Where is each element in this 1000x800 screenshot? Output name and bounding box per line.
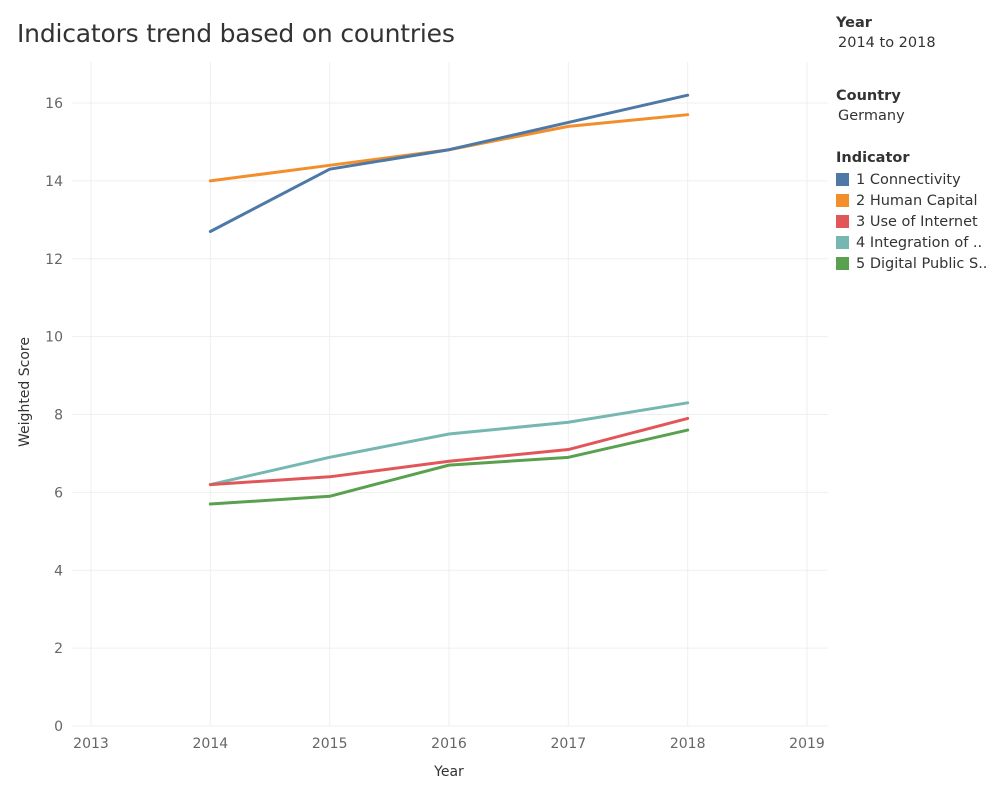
legend-item[interactable]: 4 Integration of .. xyxy=(836,232,987,253)
country-filter-title: Country xyxy=(836,88,901,104)
y-tick-label: 2 xyxy=(54,641,63,657)
y-tick-label: 10 xyxy=(45,330,63,346)
series-line[interactable] xyxy=(208,428,690,506)
legend-label: 1 Connectivity xyxy=(856,171,961,188)
legend-swatch xyxy=(836,173,849,186)
legend-item[interactable]: 5 Digital Public S.. xyxy=(836,253,987,274)
legend-label: 4 Integration of .. xyxy=(856,234,983,251)
x-tick-label: 2019 xyxy=(789,736,825,752)
y-tick-label: 6 xyxy=(54,485,63,501)
year-filter-value[interactable]: 2014 to 2018 xyxy=(838,35,936,51)
country-filter[interactable]: Country Germany xyxy=(836,88,905,124)
chart-title: Indicators trend based on countries xyxy=(17,19,455,48)
y-tick-label: 0 xyxy=(54,719,63,735)
legend-title: Indicator xyxy=(836,150,910,166)
x-tick-label: 2016 xyxy=(431,736,467,752)
series-line[interactable] xyxy=(208,93,690,233)
indicator-legend: Indicator 1 Connectivity 2 Human Capital 3… xyxy=(836,150,987,274)
y-tick-label: 14 xyxy=(45,174,63,190)
series-line[interactable] xyxy=(208,416,690,487)
y-axis-title: Weighted Score xyxy=(17,337,33,447)
x-tick-label: 2017 xyxy=(551,736,587,752)
legend-swatch xyxy=(836,257,849,270)
x-tick-label: 2018 xyxy=(670,736,706,752)
legend-item[interactable]: 1 Connectivity xyxy=(836,169,987,190)
legend-label: 3 Use of Internet xyxy=(856,213,978,230)
x-axis-title: Year xyxy=(433,764,464,780)
y-tick-label: 8 xyxy=(54,408,63,424)
series-line[interactable] xyxy=(208,401,690,487)
legend-swatch xyxy=(836,215,849,228)
legend-item[interactable]: 2 Human Capital xyxy=(836,190,987,211)
legend-item[interactable]: 3 Use of Internet xyxy=(836,211,987,232)
year-filter[interactable]: Year 2014 to 2018 xyxy=(836,15,936,51)
y-tick-label: 4 xyxy=(54,563,63,579)
legend-label: 2 Human Capital xyxy=(856,192,978,209)
legend-label: 5 Digital Public S.. xyxy=(856,255,988,272)
legend-swatch xyxy=(836,194,849,207)
y-tick-label: 16 xyxy=(45,96,63,112)
legend-swatch xyxy=(836,236,849,249)
year-filter-title: Year xyxy=(836,15,872,31)
country-filter-value[interactable]: Germany xyxy=(838,108,905,124)
y-tick-label: 12 xyxy=(45,252,63,268)
x-tick-label: 2013 xyxy=(73,736,109,752)
x-tick-label: 2015 xyxy=(312,736,348,752)
x-tick-label: 2014 xyxy=(193,736,229,752)
